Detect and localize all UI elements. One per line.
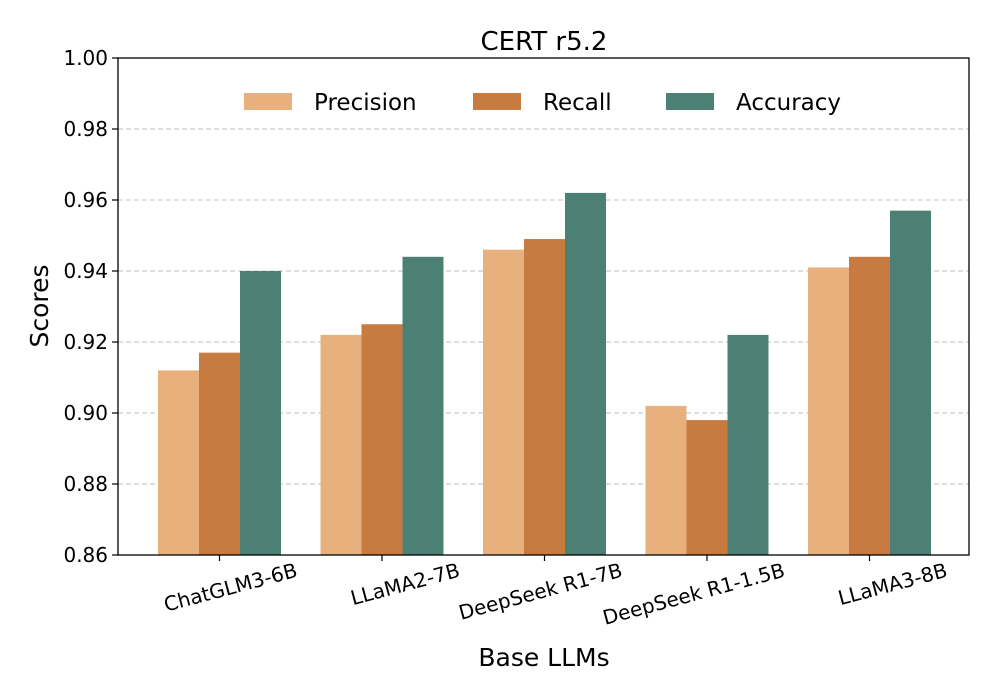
- bar-accuracy-1: [240, 271, 281, 555]
- legend-swatch-precision: [244, 93, 292, 110]
- bar-precision-2: [320, 334, 362, 555]
- y-axis-title: Scores: [25, 264, 54, 347]
- legend-swatch-accuracy: [666, 93, 714, 110]
- x-axis-title: Base LLMs: [478, 643, 609, 672]
- y-tick-label: 0.86: [63, 543, 108, 567]
- x-tick-label: ChatGLM3-6B: [161, 558, 300, 617]
- bar-accuracy-3: [565, 192, 606, 555]
- legend-label-precision: Precision: [314, 90, 417, 116]
- x-tick-label: LLaMA3-8B: [835, 558, 949, 610]
- y-tick-label: 0.94: [63, 259, 108, 283]
- bar-recall-3: [524, 239, 565, 556]
- bar-accuracy-4: [727, 334, 769, 555]
- legend-swatch-recall: [473, 93, 521, 110]
- y-tick-label: 0.92: [63, 330, 108, 354]
- bar-recall-5: [849, 256, 890, 555]
- bar-recall-4: [686, 420, 728, 555]
- bar-recall-1: [199, 352, 240, 555]
- bar-precision-3: [483, 249, 524, 555]
- x-tick-label: DeepSeek R1-7B: [456, 558, 625, 625]
- plot-frame: [117, 57, 970, 556]
- y-axis-ticks: 0.86 0.88 0.90 0.92 0.94 0.96 0.98 1.00: [63, 46, 118, 567]
- y-tick-label: 0.88: [63, 472, 108, 496]
- x-tick-label: DeepSeek R1-1.5B: [600, 558, 787, 630]
- legend: Precision Recall Accuracy: [244, 90, 841, 116]
- y-tick-label: 1.00: [63, 46, 108, 70]
- bars: [158, 192, 931, 556]
- bar-precision-5: [808, 267, 849, 555]
- y-tick-label: 0.90: [63, 401, 108, 425]
- y-tick-label: 0.96: [63, 188, 108, 212]
- y-tick-label: 0.98: [63, 117, 108, 141]
- legend-label-recall: Recall: [543, 90, 612, 116]
- chart-title: CERT r5.2: [481, 27, 608, 57]
- bar-precision-4: [645, 405, 687, 555]
- bar-recall-2: [361, 324, 403, 555]
- legend-label-accuracy: Accuracy: [736, 90, 841, 116]
- bar-accuracy-2: [402, 256, 444, 555]
- bar-accuracy-5: [890, 210, 931, 555]
- bar-precision-1: [158, 370, 199, 555]
- x-tick-label: LLaMA2-7B: [348, 558, 462, 610]
